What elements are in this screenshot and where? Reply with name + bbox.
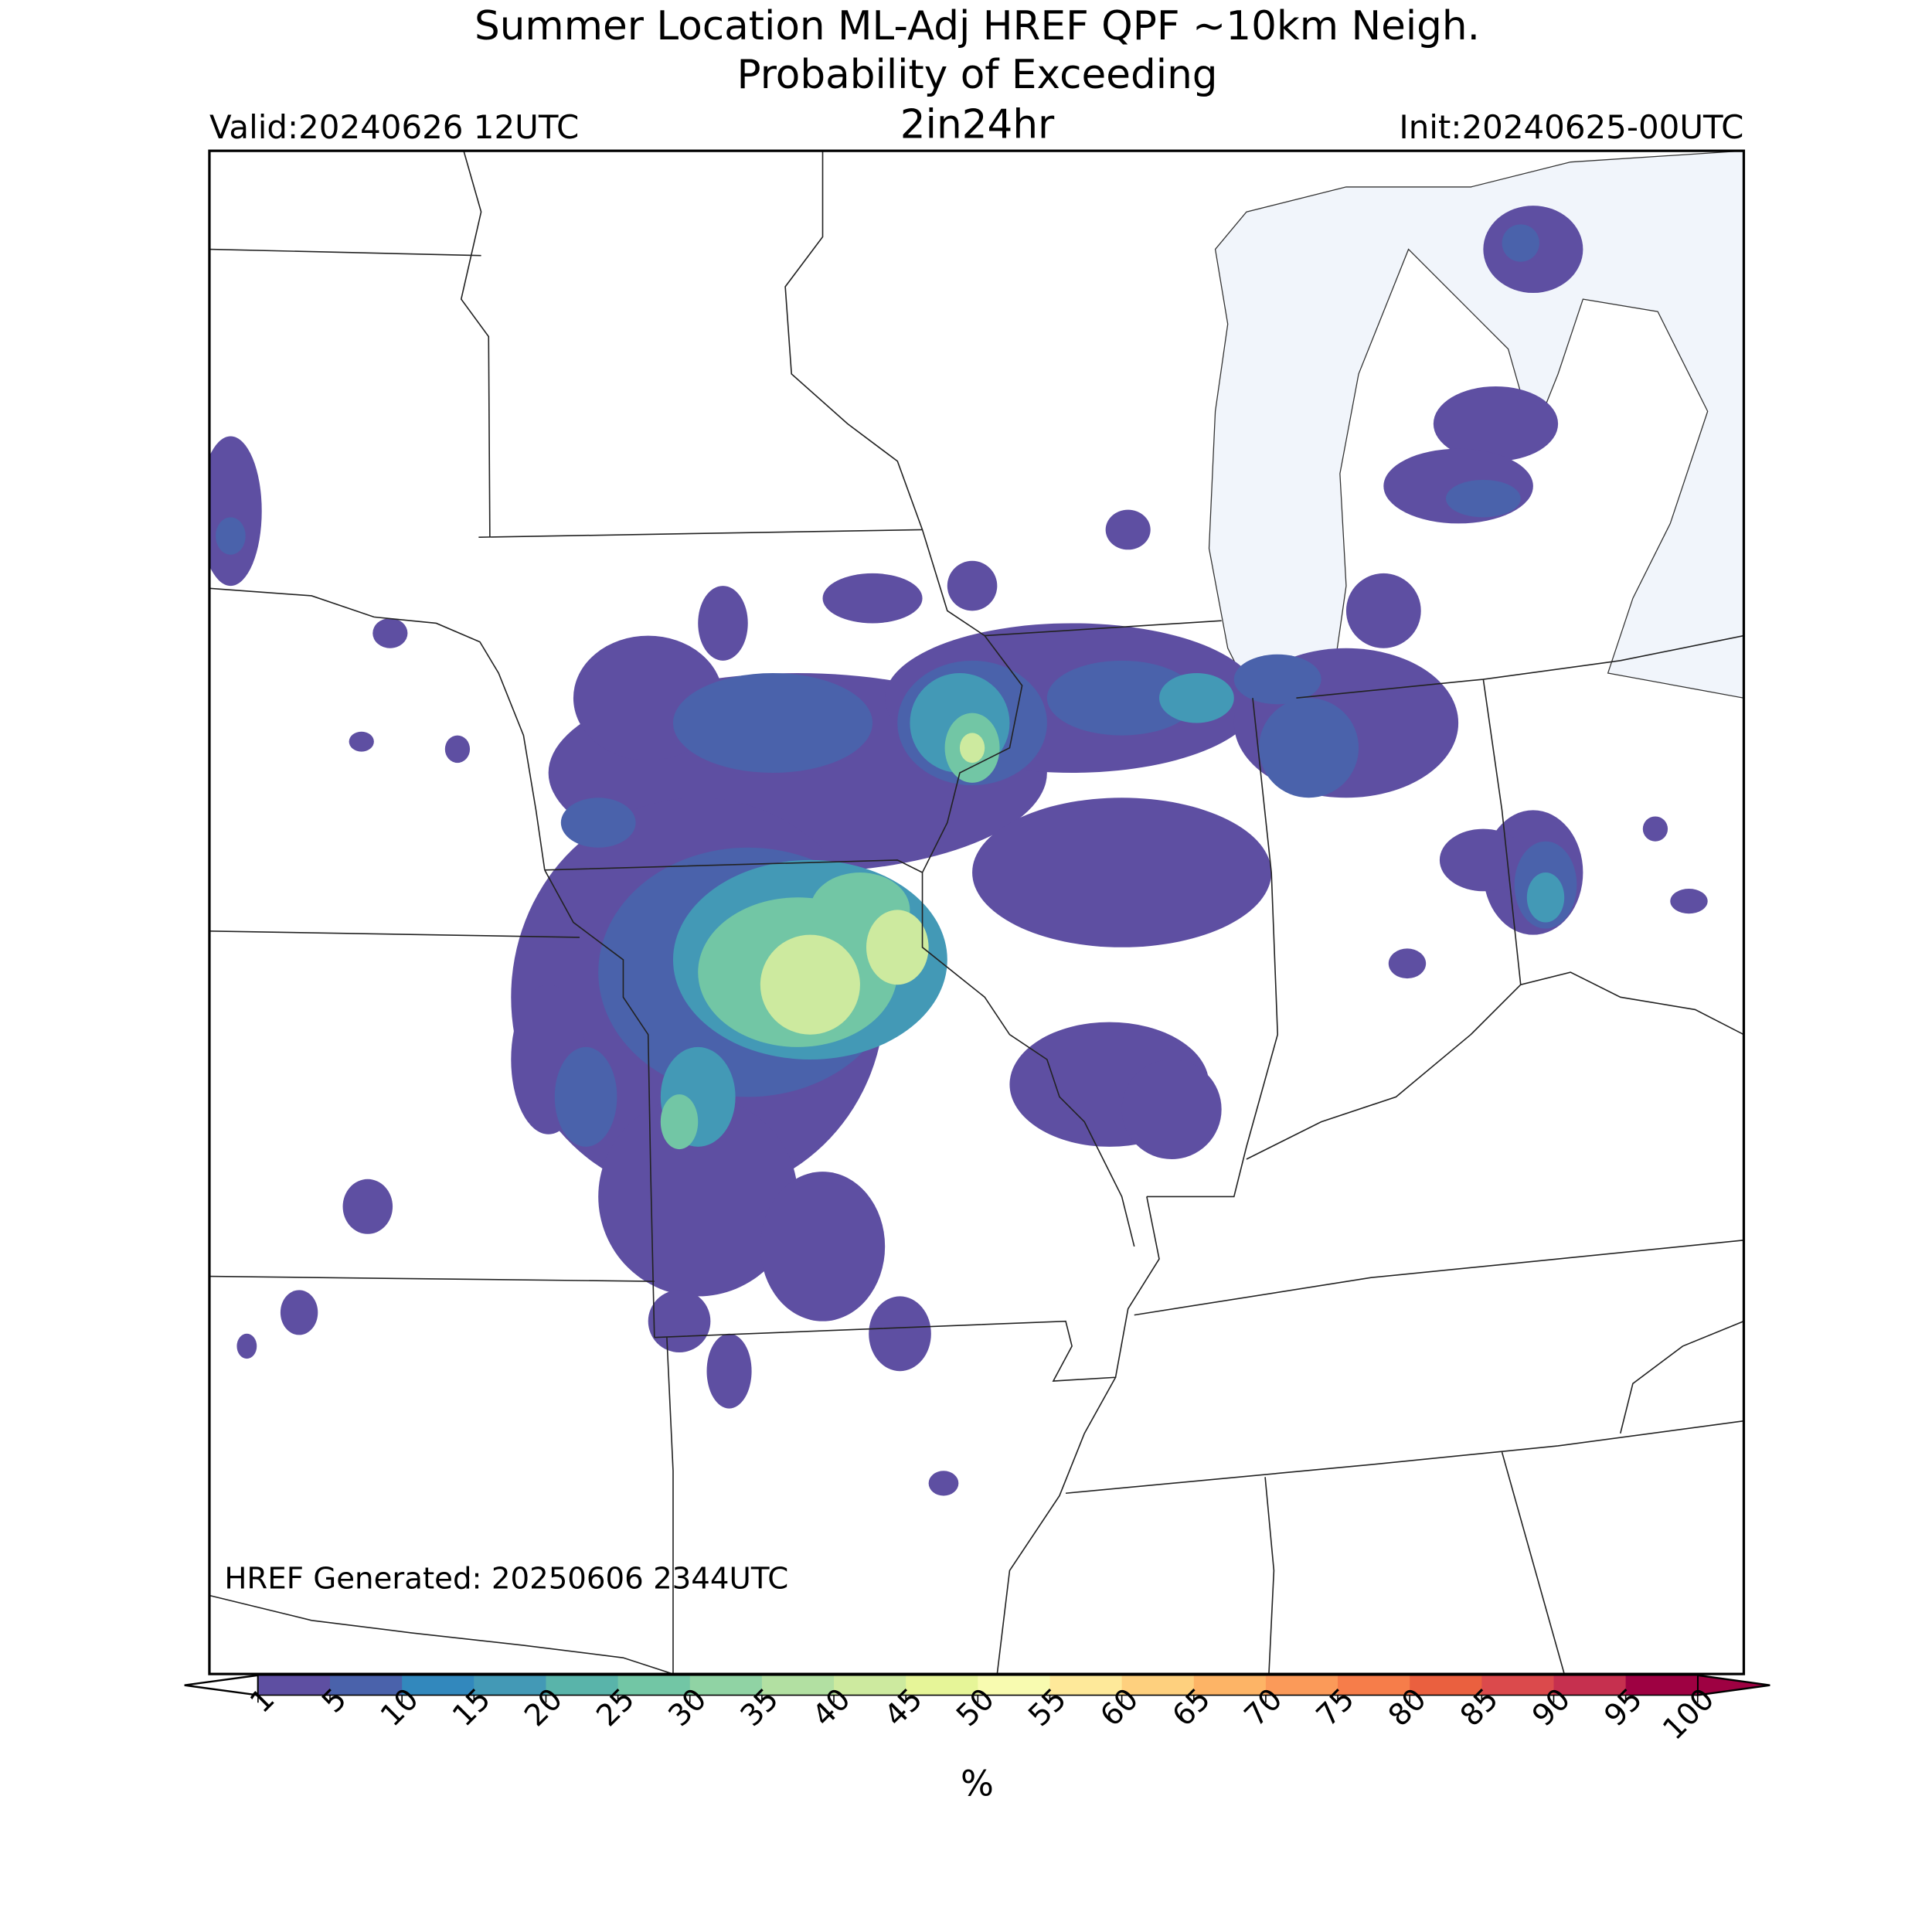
- precip-area: [660, 1094, 699, 1150]
- precip-area: [760, 934, 860, 1035]
- precip-area: [1345, 573, 1421, 648]
- precip-area: [1502, 224, 1539, 262]
- precip-area: [972, 798, 1272, 947]
- subtitle: Probability of Exceeding: [736, 52, 1217, 98]
- precip-area: [959, 733, 985, 764]
- precip-area: [706, 1333, 752, 1409]
- precip-area: [444, 735, 471, 764]
- precip-area: [280, 1290, 318, 1335]
- precip-area: [216, 517, 246, 555]
- colorbar-segment: [546, 1675, 619, 1696]
- precip-area: [598, 1097, 798, 1297]
- map: [209, 151, 1744, 1675]
- precip-area: [1233, 654, 1321, 705]
- colorbar-segment: [1049, 1675, 1123, 1696]
- precip-area: [672, 672, 873, 773]
- colorbar-segment: [906, 1675, 979, 1696]
- precip-area: [1670, 889, 1708, 914]
- precip-area: [947, 560, 998, 611]
- title: Summer Location ML-Adj HREF QPF ~10km Ne…: [474, 3, 1480, 49]
- precip-area: [866, 910, 929, 985]
- colorbar-segment: [1625, 1675, 1699, 1696]
- precip-area: [1121, 1059, 1222, 1159]
- precip-area: [1445, 479, 1521, 518]
- precip-area: [1259, 698, 1359, 798]
- precip-area: [1388, 948, 1427, 979]
- precip-area: [822, 573, 923, 624]
- precip-area: [1642, 816, 1668, 842]
- colorbar-segment: [834, 1675, 906, 1696]
- colorbar-label: %: [961, 1763, 994, 1804]
- precip-area: [372, 618, 408, 648]
- precip-area: [1159, 672, 1234, 723]
- colorbar-segment: [1553, 1675, 1627, 1696]
- precip-area: [648, 1290, 711, 1352]
- precip-area: [760, 1172, 886, 1321]
- colorbar-segment: [689, 1675, 763, 1696]
- colorbar-segment: [1265, 1675, 1338, 1696]
- threshold: 2in24hr: [900, 102, 1055, 148]
- init-time: Init:20240625-00UTC: [1399, 108, 1743, 146]
- precip-area: [1105, 509, 1151, 550]
- colorbar-segment: [978, 1675, 1051, 1696]
- precip-area: [869, 1296, 931, 1372]
- state-borders: [209, 151, 1744, 1675]
- precip-area: [560, 798, 636, 848]
- precip-area: [349, 731, 374, 752]
- generated-note: HREF Generated: 20250606 2344UTC: [224, 1562, 788, 1597]
- colorbar-segment: [330, 1675, 403, 1696]
- precip-area: [1526, 872, 1565, 923]
- colorbar-segment: [402, 1675, 475, 1696]
- precip-area: [698, 586, 748, 661]
- colorbar-segment: [1338, 1675, 1410, 1696]
- precip-area: [342, 1179, 393, 1234]
- precip-area: [1046, 660, 1197, 736]
- colorbar-segment: [1410, 1675, 1483, 1696]
- precip-area: [236, 1333, 257, 1359]
- colorbar-segment: [257, 1675, 331, 1696]
- colorbar-segment: [1121, 1675, 1195, 1696]
- precip-field: [209, 206, 1708, 1496]
- precip-area: [554, 1046, 617, 1147]
- colorbar-segment: [474, 1675, 547, 1696]
- precip-area: [1439, 828, 1527, 892]
- map-frame: [208, 149, 1746, 1675]
- colorbar-segment: [1193, 1675, 1267, 1696]
- precip-area: [928, 1471, 959, 1496]
- precip-area: [1433, 386, 1559, 461]
- valid-time: Valid:20240626 12UTC: [209, 108, 579, 146]
- colorbar-segment: [617, 1675, 691, 1696]
- colorbar-segment: [761, 1675, 835, 1696]
- colorbar-segment: [1481, 1675, 1555, 1696]
